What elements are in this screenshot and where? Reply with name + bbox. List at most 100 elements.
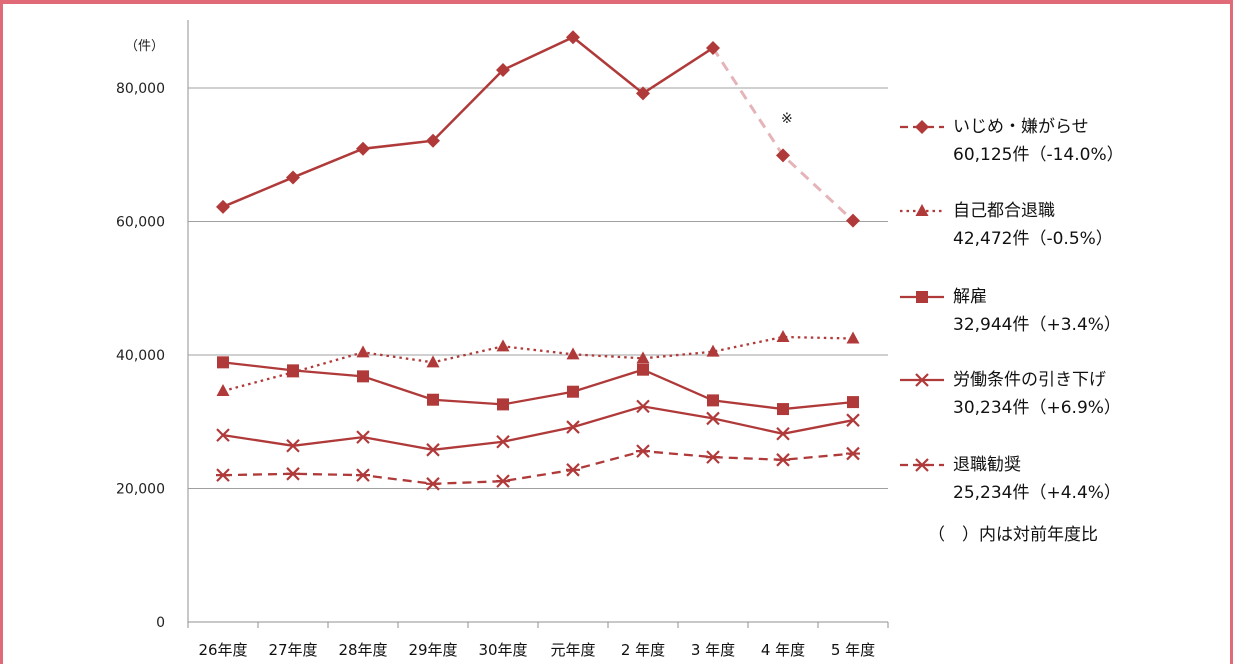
legend-value-roudou: 30,234件（+6.9%）	[953, 398, 1121, 418]
data-point-diamond	[636, 86, 650, 101]
data-point-square	[777, 403, 789, 416]
data-point-diamond	[915, 120, 929, 134]
x-tick-label: 元年度	[550, 641, 595, 659]
x-tick-label: 5 年度	[831, 641, 875, 659]
data-point-diamond	[496, 62, 510, 77]
data-point-triangle	[426, 355, 440, 368]
data-point-x	[566, 420, 580, 434]
data-point-diamond	[776, 148, 790, 163]
series-3	[216, 399, 860, 457]
data-point-asterisk	[776, 453, 790, 467]
data-point-x	[496, 434, 510, 449]
data-point-square	[707, 394, 719, 407]
series-1	[216, 329, 860, 397]
series-layer	[216, 30, 860, 491]
data-point-square	[497, 398, 509, 411]
data-point-square	[217, 356, 229, 369]
legend-value-taishoku: 25,234件（+4.4%）	[953, 483, 1121, 503]
series-0	[216, 30, 860, 228]
legend-value-ijime: 60,125件（-14.0%）	[953, 145, 1124, 165]
y-tick-labels: 0 20,000 40,000 60,000 80,000	[116, 81, 165, 631]
series-line	[222, 449, 854, 485]
x-tick-label: 29年度	[408, 641, 457, 659]
y-tick-label: 0	[156, 615, 165, 631]
legend-symbol-x	[900, 373, 944, 387]
legend-label-roudou: 労働条件の引き下げ	[953, 370, 1106, 390]
data-point-asterisk	[915, 458, 929, 472]
x-tick-label: 27年度	[268, 641, 317, 659]
legend-item-jiko: 自己都合退職 42,472件（-0.5%）	[900, 201, 1113, 249]
legend-item-roudou: 労働条件の引き下げ 30,234件（+6.9%）	[900, 370, 1121, 418]
legend-label-jiko: 自己都合退職	[953, 201, 1055, 221]
x-tick-label: 4 年度	[761, 641, 805, 659]
legend-label-ijime: いじめ・嫌がらせ	[953, 117, 1089, 137]
series-2	[217, 356, 859, 416]
data-point-triangle	[846, 331, 860, 344]
data-point-diamond	[846, 213, 860, 228]
series-line	[222, 361, 854, 411]
x-tick-label: 3 年度	[691, 641, 735, 659]
data-point-square	[916, 291, 928, 303]
legend-symbol-asterisk	[900, 458, 944, 472]
legend-symbol-diamond	[900, 120, 944, 134]
data-point-triangle	[636, 351, 650, 364]
data-point-triangle	[356, 345, 370, 358]
data-point-x	[915, 373, 929, 387]
data-point-square	[567, 385, 579, 398]
legend: いじめ・嫌がらせ 60,125件（-14.0%） 自己都合退職 42,472件（…	[900, 117, 1124, 545]
series-line	[222, 405, 854, 451]
data-point-x	[706, 411, 720, 426]
y-tick-label: 20,000	[116, 482, 165, 498]
data-point-square	[847, 396, 859, 409]
y-tick-label: 80,000	[116, 81, 165, 97]
data-point-square	[427, 393, 439, 406]
data-point-triangle	[496, 339, 510, 352]
data-point-triangle	[566, 347, 580, 360]
legend-item-ijime: いじめ・嫌がらせ 60,125件（-14.0%）	[900, 117, 1124, 165]
data-point-x	[426, 443, 440, 457]
data-point-asterisk	[706, 450, 720, 464]
data-point-diamond	[566, 30, 580, 45]
y-tick-label: 60,000	[116, 215, 165, 231]
data-point-asterisk	[566, 463, 580, 477]
data-point-triangle	[776, 329, 790, 342]
legend-label-taishoku: 退職勧奨	[953, 455, 1021, 475]
series-line	[222, 35, 714, 208]
data-point-diamond	[286, 170, 300, 185]
x-tick-label: 2 年度	[621, 641, 665, 659]
x-tick-label: 26年度	[198, 641, 247, 659]
data-point-x	[776, 426, 790, 441]
data-point-triangle	[216, 384, 230, 397]
data-point-square	[287, 364, 299, 377]
legend-value-jiko: 42,472件（-0.5%）	[953, 229, 1113, 249]
data-point-asterisk	[426, 477, 440, 491]
data-point-triangle	[706, 344, 720, 357]
data-point-asterisk	[496, 474, 510, 488]
data-point-diamond	[426, 133, 440, 148]
data-point-diamond	[706, 40, 720, 55]
series-line-dashed	[711, 47, 855, 222]
data-point-diamond	[216, 199, 230, 214]
x-tick-label: 30年度	[478, 641, 527, 659]
x-tick-labels: 26年度 27年度 28年度 29年度 30年度 元年度 2 年度 3 年度 4 年度 5 年度	[187, 622, 889, 659]
data-point-asterisk	[356, 468, 370, 482]
y-axis-unit: （件）	[125, 39, 164, 54]
legend-value-kaiko: 32,944件（+3.4%）	[953, 315, 1121, 335]
series-4	[216, 444, 860, 491]
legend-symbol-triangle	[900, 204, 944, 216]
data-point-x	[846, 413, 860, 427]
legend-item-kaiko: 解雇 32,944件（+3.4%）	[900, 287, 1121, 335]
legend-symbol-square	[900, 291, 944, 303]
legend-item-taishoku: 退職勧奨 25,234件（+4.4%）	[900, 455, 1121, 503]
data-point-square	[357, 370, 369, 383]
data-point-x	[356, 430, 370, 444]
footnote: （ ）内は対前年度比	[928, 525, 1098, 545]
data-point-triangle	[915, 204, 929, 216]
note-mark: ※	[781, 111, 793, 127]
data-point-x	[636, 399, 650, 414]
data-point-asterisk	[286, 467, 300, 481]
data-point-asterisk	[636, 444, 650, 458]
data-point-x	[216, 428, 230, 442]
